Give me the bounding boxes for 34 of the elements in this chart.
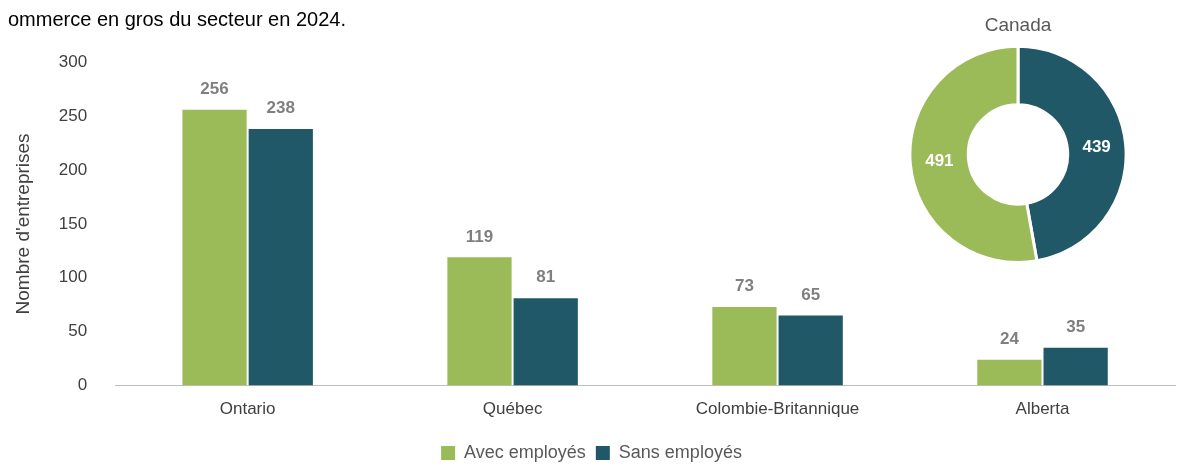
data-label: 35 [1066, 317, 1086, 337]
bar [182, 109, 247, 386]
y-tick-label: 300 [58, 51, 88, 71]
bar [778, 315, 843, 386]
x-tick-label: Ontario [219, 399, 276, 419]
y-tick-label: 250 [58, 105, 88, 125]
data-label: 73 [734, 276, 754, 296]
data-label: 81 [536, 267, 556, 287]
y-tick-label: 150 [58, 213, 88, 233]
bar [1043, 347, 1108, 386]
y-tick-label: 50 [68, 321, 88, 341]
x-tick-label: Colombie-Britannique [695, 399, 860, 419]
bar [977, 359, 1042, 386]
y-axis-title: Nombre d'entreprises [11, 133, 33, 315]
data-label: 256 [200, 78, 229, 98]
legend-label: Avec employés [464, 441, 586, 462]
data-label: 238 [266, 98, 295, 118]
data-label: 24 [999, 328, 1020, 348]
y-tick-label: 200 [58, 159, 88, 179]
legend-label: Sans employés [618, 441, 742, 462]
x-tick-label: Québec [482, 399, 543, 419]
data-label: 491 [925, 151, 954, 171]
x-tick-label: Alberta [1015, 399, 1070, 419]
bar [447, 257, 512, 386]
bar [248, 129, 313, 386]
data-label: 439 [1082, 137, 1111, 157]
y-tick-label: 100 [58, 267, 88, 287]
text: ommerce en gros du secteur en 2024. [8, 8, 346, 30]
bar [513, 298, 578, 386]
data-label: 65 [801, 284, 821, 304]
chart-title: Canada [984, 13, 1052, 35]
data-label: 119 [465, 226, 494, 246]
y-tick-label: 0 [77, 375, 88, 395]
bar [712, 306, 777, 386]
